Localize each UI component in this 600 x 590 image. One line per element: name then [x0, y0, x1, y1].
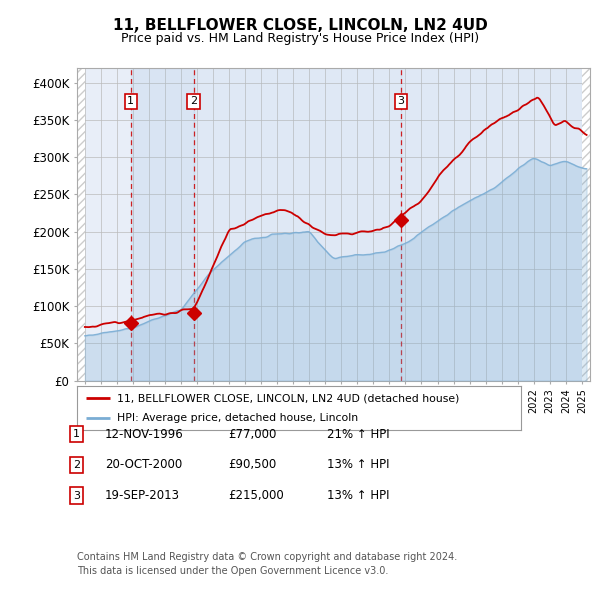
- Bar: [131, 68, 194, 381]
- Bar: [194, 68, 401, 381]
- Text: 11, BELLFLOWER CLOSE, LINCOLN, LN2 4UD: 11, BELLFLOWER CLOSE, LINCOLN, LN2 4UD: [113, 18, 487, 32]
- Bar: [401, 68, 582, 381]
- Text: 12-NOV-1996: 12-NOV-1996: [105, 428, 184, 441]
- Text: £215,000: £215,000: [228, 489, 284, 502]
- Text: 1: 1: [127, 96, 134, 106]
- Text: HPI: Average price, detached house, Lincoln: HPI: Average price, detached house, Linc…: [117, 413, 358, 423]
- Text: 2: 2: [73, 460, 80, 470]
- Text: 21% ↑ HPI: 21% ↑ HPI: [327, 428, 389, 441]
- Text: £90,500: £90,500: [228, 458, 276, 471]
- Text: 3: 3: [73, 491, 80, 500]
- Text: 3: 3: [397, 96, 404, 106]
- Text: £77,000: £77,000: [228, 428, 277, 441]
- Text: 19-SEP-2013: 19-SEP-2013: [105, 489, 180, 502]
- Text: 13% ↑ HPI: 13% ↑ HPI: [327, 489, 389, 502]
- Bar: [582, 68, 590, 381]
- Text: 13% ↑ HPI: 13% ↑ HPI: [327, 458, 389, 471]
- Text: Price paid vs. HM Land Registry's House Price Index (HPI): Price paid vs. HM Land Registry's House …: [121, 32, 479, 45]
- Text: 1: 1: [73, 430, 80, 439]
- Text: 2: 2: [190, 96, 197, 106]
- Text: 11, BELLFLOWER CLOSE, LINCOLN, LN2 4UD (detached house): 11, BELLFLOWER CLOSE, LINCOLN, LN2 4UD (…: [117, 393, 459, 403]
- Bar: [77, 68, 85, 381]
- Text: Contains HM Land Registry data © Crown copyright and database right 2024.
This d: Contains HM Land Registry data © Crown c…: [77, 552, 457, 576]
- Text: 20-OCT-2000: 20-OCT-2000: [105, 458, 182, 471]
